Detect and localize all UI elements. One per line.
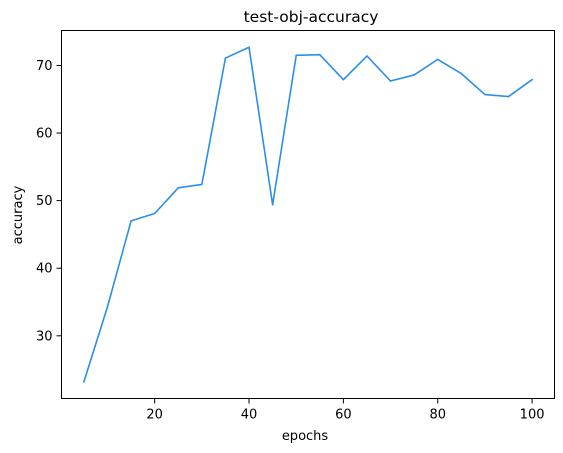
data-point bbox=[248, 46, 250, 49]
data-point bbox=[271, 203, 274, 206]
series-layer bbox=[82, 46, 534, 383]
data-point bbox=[436, 58, 439, 61]
data-point bbox=[342, 78, 345, 81]
y-tick-label: 60 bbox=[36, 127, 53, 142]
x-tick-label: 80 bbox=[429, 408, 446, 423]
x-tick-label: 40 bbox=[241, 408, 258, 423]
y-tick-label: 50 bbox=[36, 194, 53, 209]
data-point bbox=[106, 305, 109, 308]
data-point bbox=[484, 93, 486, 96]
data-point bbox=[83, 380, 85, 383]
x-axis-label: epochs bbox=[282, 429, 329, 444]
series-line bbox=[82, 46, 534, 383]
x-axis-ticks: 20 40 60 80 100 bbox=[146, 398, 545, 423]
data-point bbox=[389, 80, 392, 82]
data-point bbox=[153, 212, 156, 215]
data-point bbox=[224, 57, 227, 59]
x-tick-label: 100 bbox=[520, 408, 545, 423]
y-axis-ticks: 30 40 50 60 70 bbox=[36, 59, 62, 344]
data-point bbox=[130, 220, 132, 222]
data-point bbox=[318, 53, 321, 56]
y-tick-label: 70 bbox=[36, 59, 53, 74]
chart-title: test-obj-accuracy bbox=[244, 8, 379, 26]
data-point bbox=[507, 95, 510, 98]
data-point bbox=[177, 187, 180, 189]
data-point bbox=[366, 55, 368, 57]
data-point bbox=[460, 72, 463, 75]
data-point bbox=[531, 78, 533, 81]
y-tick-label: 40 bbox=[36, 262, 53, 277]
y-axis-label: accuracy bbox=[11, 185, 26, 244]
data-point bbox=[295, 54, 298, 57]
x-tick-label: 20 bbox=[146, 408, 163, 423]
data-point bbox=[413, 74, 415, 76]
x-tick-label: 60 bbox=[335, 408, 352, 423]
plot-frame bbox=[61, 30, 555, 399]
data-point bbox=[201, 183, 203, 186]
y-tick-label: 30 bbox=[36, 329, 53, 344]
